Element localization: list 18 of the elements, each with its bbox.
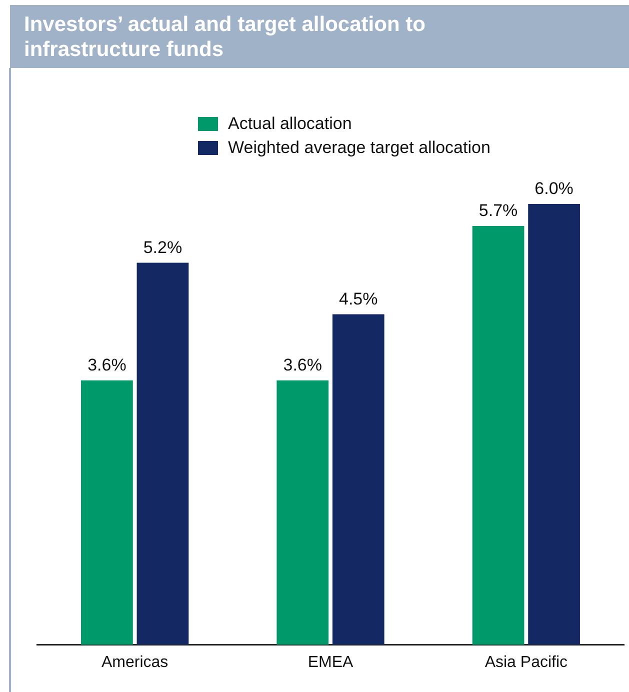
data-label: 6.0% [534,179,574,198]
chart-title: Investors’ actual and target allocation to infrastructure funds [24,12,426,62]
data-label: 3.6% [283,356,322,375]
legend-label: Weighted average target allocation [227,137,490,159]
x-tick-label: EMEA [308,654,354,671]
x-tick-label: Americas [101,654,168,671]
data-label: 5.7% [478,201,518,220]
data-label: 3.6% [88,356,126,375]
bar [276,380,329,645]
bar [472,226,524,645]
data-label: 4.5% [339,289,378,308]
bar [528,204,580,645]
bar [81,380,133,645]
bar [136,262,189,645]
legend-label: Actual allocation [227,113,353,135]
x-tick-label: Asia Pacific [484,654,568,671]
data-label: 5.2% [143,238,182,257]
bar [332,314,384,645]
